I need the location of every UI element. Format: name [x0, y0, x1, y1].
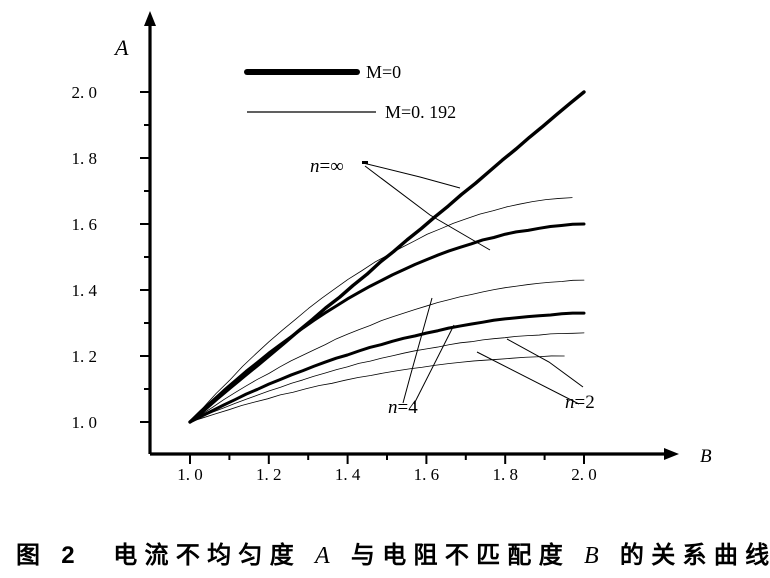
svg-text:1. 6: 1. 6 — [72, 215, 98, 234]
svg-text:1. 2: 1. 2 — [256, 465, 282, 484]
svg-text:M=0. 192: M=0. 192 — [385, 102, 456, 122]
svg-text:A: A — [113, 35, 129, 60]
svg-text:B: B — [700, 446, 712, 467]
svg-text:1. 4: 1. 4 — [335, 465, 361, 484]
svg-text:M=0: M=0 — [366, 62, 401, 82]
svg-text:n=∞: n=∞ — [310, 156, 344, 177]
svg-text:2. 0: 2. 0 — [72, 83, 98, 102]
svg-text:2. 0: 2. 0 — [571, 465, 597, 484]
svg-text:n=2: n=2 — [565, 392, 595, 413]
svg-text:1. 8: 1. 8 — [72, 149, 98, 168]
svg-text:1. 2: 1. 2 — [72, 347, 98, 366]
svg-text:n=4: n=4 — [388, 397, 418, 418]
svg-text:1. 0: 1. 0 — [177, 465, 203, 484]
svg-text:图 2 电流不均匀度 A 与电阻不匹配度 B 的关系曲线: 图 2 电流不均匀度 A 与电阻不匹配度 B 的关系曲线 — [16, 541, 770, 569]
svg-text:1. 6: 1. 6 — [414, 465, 440, 484]
svg-text:1. 8: 1. 8 — [492, 465, 518, 484]
svg-text:1. 0: 1. 0 — [72, 413, 98, 432]
svg-text:1. 4: 1. 4 — [72, 281, 98, 300]
